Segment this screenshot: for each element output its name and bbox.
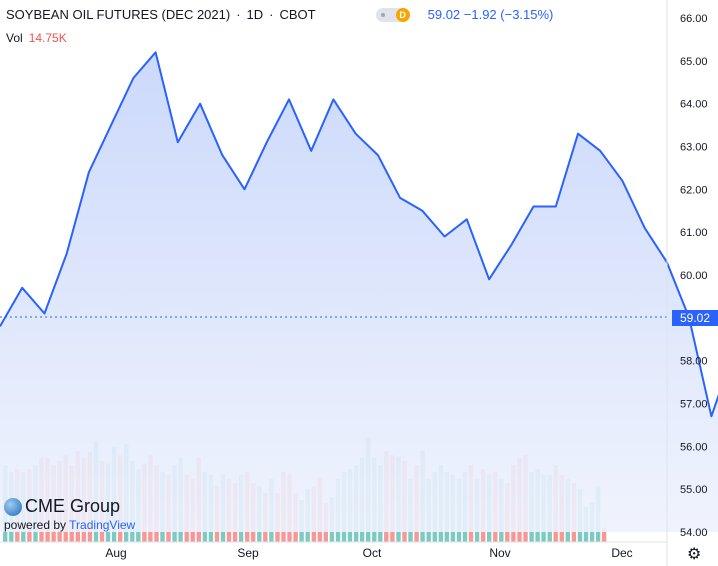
settings-gear-icon[interactable]: ⚙ — [687, 546, 702, 563]
powered-by-label: powered by — [4, 518, 67, 532]
time-tick-label: Sep — [237, 546, 259, 560]
price-tick-label: 64.00 — [680, 99, 708, 111]
price-tick-label: 58.00 — [680, 356, 708, 368]
price-area — [0, 52, 718, 532]
chart-header: SOYBEAN OIL FUTURES (DEC 2021) · 1D · CB… — [6, 7, 553, 22]
volume-bar — [601, 528, 607, 542]
mode-letter: D — [395, 7, 410, 22]
price-tick-label: 55.00 — [680, 484, 708, 496]
price-quote: 59.02 −1.92 (−3.15%) — [427, 7, 554, 22]
time-tick-label: Aug — [105, 546, 126, 560]
brand-name: CME Group — [25, 496, 121, 516]
time-tick-label: Oct — [363, 546, 382, 560]
last-price-tag: 59.02 — [672, 310, 718, 326]
price-line — [0, 51, 718, 418]
price-tick-label: 60.00 — [680, 270, 708, 282]
time-tick-label: Nov — [489, 546, 510, 560]
time-axis[interactable]: Aug Sep Oct Nov Dec — [105, 546, 632, 560]
globe-icon — [4, 497, 22, 516]
symbol-title[interactable]: SOYBEAN OIL FUTURES (DEC 2021) — [6, 7, 231, 22]
price-tick-label: 65.00 — [680, 56, 708, 68]
exchange-label: CBOT — [279, 7, 316, 22]
mode-toggle[interactable]: D — [375, 7, 410, 22]
cme-logo[interactable]: CME Group powered by TradingView — [4, 496, 135, 532]
interval-label[interactable]: 1D — [246, 7, 264, 22]
price-tick-label: 61.00 — [680, 227, 708, 239]
header-separator: · — [269, 7, 274, 22]
time-tick-label: Dec — [611, 546, 632, 560]
price-tick-label: 57.00 — [680, 399, 708, 411]
price-tick-label: 56.00 — [680, 441, 708, 453]
price-tick-label: 62.00 — [680, 184, 708, 196]
volume-label: Vol — [6, 31, 23, 45]
header-separator: · — [236, 7, 241, 22]
provider-name: TradingView — [69, 518, 136, 532]
price-tick-label: 63.00 — [680, 142, 708, 154]
volume-value: 14.75K — [28, 31, 67, 45]
price-tick-label: 66.00 — [680, 13, 708, 25]
toggle-dot-icon — [380, 12, 385, 17]
volume-legend: Vol 14.75K — [6, 31, 67, 45]
price-tick-label: 54.00 — [680, 527, 708, 539]
